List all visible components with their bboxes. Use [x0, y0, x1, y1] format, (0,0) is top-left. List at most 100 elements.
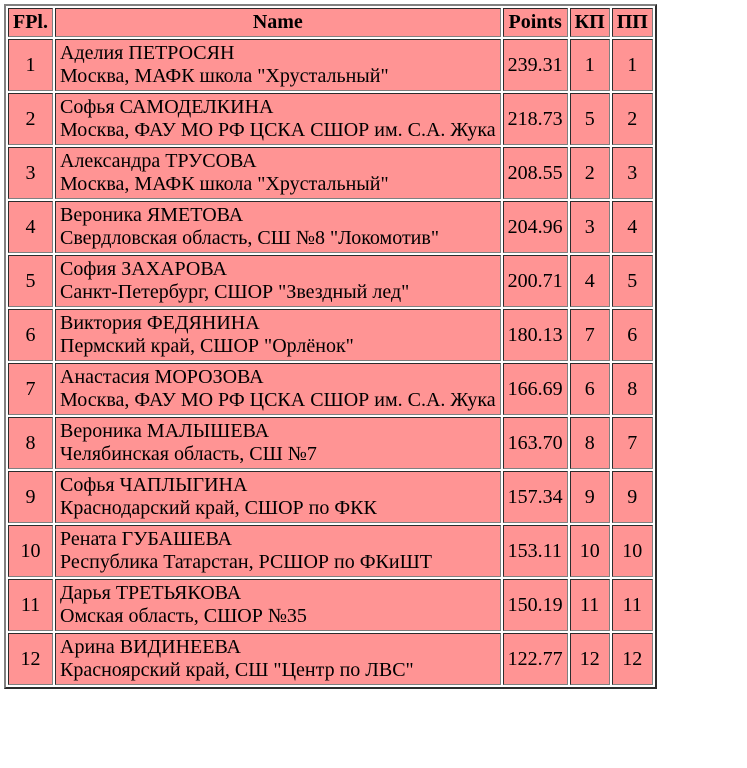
table-row: 12Арина ВИДИНЕЕВАКрасноярский край, СШ "…	[8, 633, 653, 685]
cell-pp: 4	[612, 201, 653, 253]
cell-pp: 9	[612, 471, 653, 523]
cell-kp: 7	[570, 309, 610, 361]
table-row: 1Аделия ПЕТРОСЯНМосква, МАФК школа "Хрус…	[8, 39, 653, 91]
skater-name: Виктория ФЕДЯНИНА	[60, 312, 260, 334]
cell-kp: 2	[570, 147, 610, 199]
skater-affiliation: Свердловская область, СШ №8 "Локомотив"	[60, 227, 439, 249]
cell-fpl: 4	[8, 201, 53, 253]
skater-affiliation: Москва, МАФК школа "Хрустальный"	[60, 173, 389, 195]
cell-kp: 9	[570, 471, 610, 523]
cell-kp: 6	[570, 363, 610, 415]
cell-fpl: 8	[8, 417, 53, 469]
cell-fpl: 6	[8, 309, 53, 361]
cell-pp: 5	[612, 255, 653, 307]
skater-affiliation: Пермский край, СШОР "Орлёнок"	[60, 335, 354, 357]
cell-name: Аделия ПЕТРОСЯНМосква, МАФК школа "Хруст…	[55, 39, 501, 91]
col-points: Points	[503, 8, 568, 37]
cell-kp: 11	[570, 579, 610, 631]
header-row: FPl. Name Points КП ПП	[8, 8, 653, 37]
results-table: FPl. Name Points КП ПП 1Аделия ПЕТРОСЯНМ…	[4, 4, 657, 689]
cell-fpl: 1	[8, 39, 53, 91]
cell-fpl: 11	[8, 579, 53, 631]
cell-name: Вероника ЯМЕТОВАСвердловская область, СШ…	[55, 201, 501, 253]
cell-pp: 6	[612, 309, 653, 361]
skater-name: Вероника МАЛЫШЕВА	[60, 420, 269, 442]
cell-points: 180.13	[503, 309, 568, 361]
cell-fpl: 9	[8, 471, 53, 523]
cell-pp: 7	[612, 417, 653, 469]
cell-kp: 1	[570, 39, 610, 91]
cell-pp: 10	[612, 525, 653, 577]
cell-points: 163.70	[503, 417, 568, 469]
skater-affiliation: Омская область, СШОР №35	[60, 605, 307, 627]
cell-pp: 3	[612, 147, 653, 199]
cell-points: 153.11	[503, 525, 568, 577]
cell-kp: 3	[570, 201, 610, 253]
cell-fpl: 7	[8, 363, 53, 415]
skater-name: Вероника ЯМЕТОВА	[60, 204, 243, 226]
skater-name: Анастасия МОРОЗОВА	[60, 366, 264, 388]
cell-pp: 8	[612, 363, 653, 415]
table-row: 10Рената ГУБАШЕВАРеспублика Татарстан, Р…	[8, 525, 653, 577]
cell-points: 166.69	[503, 363, 568, 415]
cell-kp: 10	[570, 525, 610, 577]
skater-name: Дарья ТРЕТЬЯКОВА	[60, 582, 241, 604]
table-row: 7Анастасия МОРОЗОВАМосква, ФАУ МО РФ ЦСК…	[8, 363, 653, 415]
table-row: 6Виктория ФЕДЯНИНАПермский край, СШОР "О…	[8, 309, 653, 361]
cell-name: Софья ЧАПЛЫГИНАКраснодарский край, СШОР …	[55, 471, 501, 523]
cell-pp: 1	[612, 39, 653, 91]
table-row: 8Вероника МАЛЫШЕВАЧелябинская область, С…	[8, 417, 653, 469]
table-row: 2Софья САМОДЕЛКИНАМосква, ФАУ МО РФ ЦСКА…	[8, 93, 653, 145]
skater-affiliation: Москва, МАФК школа "Хрустальный"	[60, 65, 389, 87]
cell-name: Анастасия МОРОЗОВАМосква, ФАУ МО РФ ЦСКА…	[55, 363, 501, 415]
skater-affiliation: Москва, ФАУ МО РФ ЦСКА СШОР им. С.А. Жук…	[60, 389, 496, 411]
table-row: 5София ЗАХАРОВАСанкт-Петербург, СШОР "Зв…	[8, 255, 653, 307]
cell-fpl: 3	[8, 147, 53, 199]
col-name: Name	[55, 8, 501, 37]
table-row: 4Вероника ЯМЕТОВАСвердловская область, С…	[8, 201, 653, 253]
cell-pp: 12	[612, 633, 653, 685]
cell-name: Рената ГУБАШЕВАРеспублика Татарстан, РСШ…	[55, 525, 501, 577]
cell-kp: 8	[570, 417, 610, 469]
cell-kp: 4	[570, 255, 610, 307]
col-fpl: FPl.	[8, 8, 53, 37]
skater-affiliation: Челябинская область, СШ №7	[60, 443, 317, 465]
cell-name: Вероника МАЛЫШЕВАЧелябинская область, СШ…	[55, 417, 501, 469]
cell-fpl: 12	[8, 633, 53, 685]
cell-points: 204.96	[503, 201, 568, 253]
cell-name: Арина ВИДИНЕЕВАКрасноярский край, СШ "Це…	[55, 633, 501, 685]
cell-pp: 2	[612, 93, 653, 145]
skater-name: Софья ЧАПЛЫГИНА	[60, 474, 247, 496]
cell-name: София ЗАХАРОВАСанкт-Петербург, СШОР "Зве…	[55, 255, 501, 307]
cell-fpl: 2	[8, 93, 53, 145]
cell-points: 200.71	[503, 255, 568, 307]
cell-name: Александра ТРУСОВАМосква, МАФК школа "Хр…	[55, 147, 501, 199]
cell-points: 122.77	[503, 633, 568, 685]
skater-affiliation: Республика Татарстан, РСШОР по ФКиШТ	[60, 551, 432, 573]
cell-name: Софья САМОДЕЛКИНАМосква, ФАУ МО РФ ЦСКА …	[55, 93, 501, 145]
skater-affiliation: Краснодарский край, СШОР по ФКК	[60, 497, 377, 519]
cell-fpl: 10	[8, 525, 53, 577]
cell-kp: 5	[570, 93, 610, 145]
cell-points: 150.19	[503, 579, 568, 631]
col-kp: КП	[570, 8, 610, 37]
skater-name: Арина ВИДИНЕЕВА	[60, 636, 241, 658]
cell-pp: 11	[612, 579, 653, 631]
skater-name: София ЗАХАРОВА	[60, 258, 227, 280]
cell-points: 208.55	[503, 147, 568, 199]
skater-name: Рената ГУБАШЕВА	[60, 528, 232, 550]
skater-affiliation: Красноярский край, СШ "Центр по ЛВС"	[60, 659, 414, 681]
skater-name: Александра ТРУСОВА	[60, 150, 257, 172]
cell-name: Виктория ФЕДЯНИНАПермский край, СШОР "Ор…	[55, 309, 501, 361]
skater-name: Софья САМОДЕЛКИНА	[60, 96, 273, 118]
cell-fpl: 5	[8, 255, 53, 307]
col-pp: ПП	[612, 8, 653, 37]
skater-name: Аделия ПЕТРОСЯН	[60, 42, 234, 64]
cell-name: Дарья ТРЕТЬЯКОВАОмская область, СШОР №35	[55, 579, 501, 631]
cell-points: 157.34	[503, 471, 568, 523]
cell-points: 218.73	[503, 93, 568, 145]
skater-affiliation: Санкт-Петербург, СШОР "Звездный лед"	[60, 281, 409, 303]
skater-affiliation: Москва, ФАУ МО РФ ЦСКА СШОР им. С.А. Жук…	[60, 119, 496, 141]
cell-kp: 12	[570, 633, 610, 685]
table-row: 3Александра ТРУСОВАМосква, МАФК школа "Х…	[8, 147, 653, 199]
